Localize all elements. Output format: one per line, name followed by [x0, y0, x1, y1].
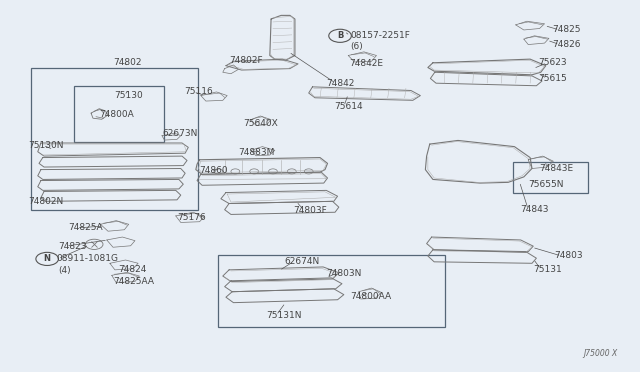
Text: 74803: 74803 — [554, 251, 582, 260]
Text: 74843E: 74843E — [540, 164, 573, 173]
Bar — [513, 161, 588, 193]
Bar — [218, 255, 445, 327]
Text: 74860: 74860 — [200, 166, 228, 175]
Text: 75614: 75614 — [334, 102, 362, 111]
Text: 74803F: 74803F — [294, 206, 328, 215]
Text: 74824: 74824 — [118, 264, 147, 274]
Text: 74825A: 74825A — [68, 224, 102, 232]
Text: 74842E: 74842E — [349, 60, 383, 68]
Text: 74802: 74802 — [113, 58, 141, 67]
Text: (4): (4) — [58, 266, 70, 275]
Text: B: B — [337, 31, 343, 40]
Text: 74800AA: 74800AA — [350, 292, 391, 301]
Text: 75640X: 75640X — [243, 119, 278, 128]
Text: 74823: 74823 — [58, 242, 86, 251]
Text: 74826: 74826 — [552, 40, 580, 49]
Text: 74883M: 74883M — [239, 148, 275, 157]
Bar — [74, 86, 164, 141]
Text: 75116: 75116 — [184, 87, 212, 96]
Text: N: N — [44, 254, 51, 263]
Text: 74842: 74842 — [326, 79, 355, 88]
Text: (6): (6) — [350, 42, 363, 51]
Text: 75130N: 75130N — [28, 141, 64, 150]
Text: 74803N: 74803N — [326, 269, 362, 278]
Text: 75655N: 75655N — [528, 180, 564, 189]
Text: 75176: 75176 — [177, 213, 205, 222]
Text: 75615: 75615 — [538, 74, 567, 83]
Text: 75130: 75130 — [115, 91, 143, 100]
Text: 08911-1081G: 08911-1081G — [56, 254, 118, 263]
Text: 74802F: 74802F — [229, 56, 262, 65]
Text: 74825AA: 74825AA — [113, 277, 154, 286]
Text: 75623: 75623 — [538, 58, 567, 67]
Text: 74800A: 74800A — [99, 110, 134, 119]
Bar — [31, 68, 198, 210]
Text: 74802N: 74802N — [28, 197, 63, 206]
Text: 62674N: 62674N — [284, 257, 319, 266]
Text: 75131N: 75131N — [267, 311, 302, 320]
Text: 62673N: 62673N — [162, 129, 197, 138]
Text: 74825: 74825 — [552, 25, 580, 35]
Text: 08157-2251F: 08157-2251F — [350, 31, 410, 40]
Text: 75131: 75131 — [533, 264, 562, 274]
Text: 74843: 74843 — [521, 205, 549, 214]
Text: J75000 X: J75000 X — [584, 349, 618, 358]
